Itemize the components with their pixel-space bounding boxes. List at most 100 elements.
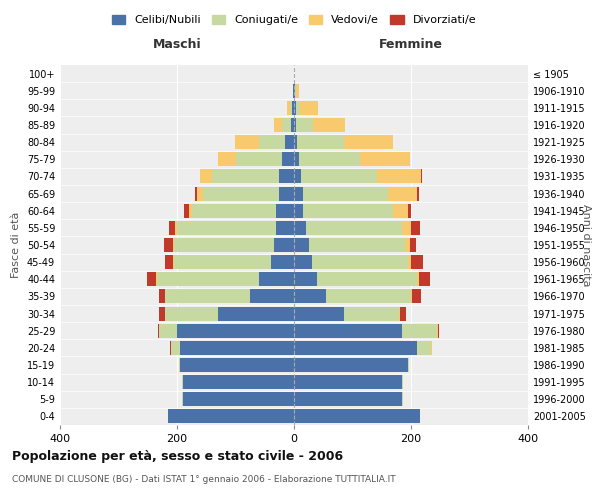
Bar [274, 118, 283, 132]
Bar [218, 152, 235, 166]
Bar [294, 101, 296, 115]
Bar [410, 238, 416, 252]
Bar [283, 118, 291, 132]
Bar [291, 118, 294, 132]
Bar [301, 101, 318, 115]
Bar [200, 170, 212, 183]
Bar [165, 306, 218, 320]
Bar [294, 204, 303, 218]
Bar [296, 101, 301, 115]
Bar [287, 101, 290, 115]
Bar [294, 392, 402, 406]
Y-axis label: Fasce di età: Fasce di età [11, 212, 21, 278]
Bar [180, 358, 294, 372]
Bar [166, 290, 250, 304]
Bar [177, 324, 294, 338]
Bar [360, 152, 410, 166]
Bar [294, 358, 408, 372]
Bar [402, 375, 403, 389]
Bar [402, 324, 437, 338]
Bar [417, 272, 419, 286]
Bar [160, 324, 177, 338]
Bar [157, 272, 259, 286]
Bar [394, 204, 408, 218]
Bar [271, 255, 294, 269]
Bar [417, 341, 431, 355]
Bar [294, 186, 303, 200]
Bar [294, 375, 402, 389]
Bar [212, 170, 280, 183]
Bar [250, 290, 294, 304]
Bar [277, 204, 294, 218]
Bar [377, 170, 421, 183]
Bar [174, 238, 274, 252]
Bar [303, 204, 394, 218]
Bar [165, 255, 173, 269]
Text: Femmine: Femmine [379, 38, 443, 52]
Bar [147, 272, 156, 286]
Bar [184, 204, 188, 218]
Bar [296, 84, 299, 98]
Bar [173, 238, 174, 252]
Bar [164, 238, 173, 252]
Bar [174, 255, 271, 269]
Bar [411, 255, 422, 269]
Bar [159, 306, 165, 320]
Bar [285, 135, 294, 149]
Bar [294, 238, 308, 252]
Bar [296, 118, 313, 132]
Bar [402, 221, 411, 235]
Bar [306, 221, 402, 235]
Bar [277, 221, 294, 235]
Bar [235, 135, 259, 149]
Bar [294, 135, 297, 149]
Bar [294, 272, 317, 286]
Bar [301, 170, 377, 183]
Bar [297, 135, 344, 149]
Bar [388, 186, 417, 200]
Bar [417, 186, 419, 200]
Bar [313, 118, 346, 132]
Bar [295, 84, 296, 98]
Text: Popolazione per età, sesso e stato civile - 2006: Popolazione per età, sesso e stato civil… [12, 450, 343, 463]
Bar [180, 341, 294, 355]
Bar [197, 186, 203, 200]
Legend: Celibi/Nubili, Coniugati/e, Vedovi/e, Divorziati/e: Celibi/Nubili, Coniugati/e, Vedovi/e, Di… [107, 10, 481, 30]
Bar [408, 204, 411, 218]
Bar [294, 221, 306, 235]
Bar [294, 170, 301, 183]
Bar [303, 186, 388, 200]
Bar [159, 290, 165, 304]
Bar [188, 204, 191, 218]
Bar [294, 306, 344, 320]
Bar [183, 392, 294, 406]
Bar [294, 290, 326, 304]
Bar [326, 290, 411, 304]
Bar [317, 272, 417, 286]
Bar [191, 204, 277, 218]
Bar [175, 221, 177, 235]
Bar [292, 101, 294, 115]
Bar [177, 221, 277, 235]
Bar [259, 272, 294, 286]
Bar [299, 152, 360, 166]
Bar [294, 255, 311, 269]
Bar [182, 375, 183, 389]
Bar [283, 152, 294, 166]
Bar [169, 221, 175, 235]
Bar [411, 221, 420, 235]
Bar [344, 306, 400, 320]
Text: COMUNE DI CLUSONE (BG) - Dati ISTAT 1° gennaio 2006 - Elaborazione TUTTITALIA.IT: COMUNE DI CLUSONE (BG) - Dati ISTAT 1° g… [12, 475, 395, 484]
Bar [280, 170, 294, 183]
Bar [280, 186, 294, 200]
Bar [294, 341, 417, 355]
Bar [259, 135, 285, 149]
Bar [294, 410, 420, 424]
Bar [194, 186, 197, 200]
Bar [411, 290, 412, 304]
Bar [311, 255, 408, 269]
Bar [294, 324, 402, 338]
Bar [274, 238, 294, 252]
Bar [235, 152, 283, 166]
Text: Maschi: Maschi [152, 38, 202, 52]
